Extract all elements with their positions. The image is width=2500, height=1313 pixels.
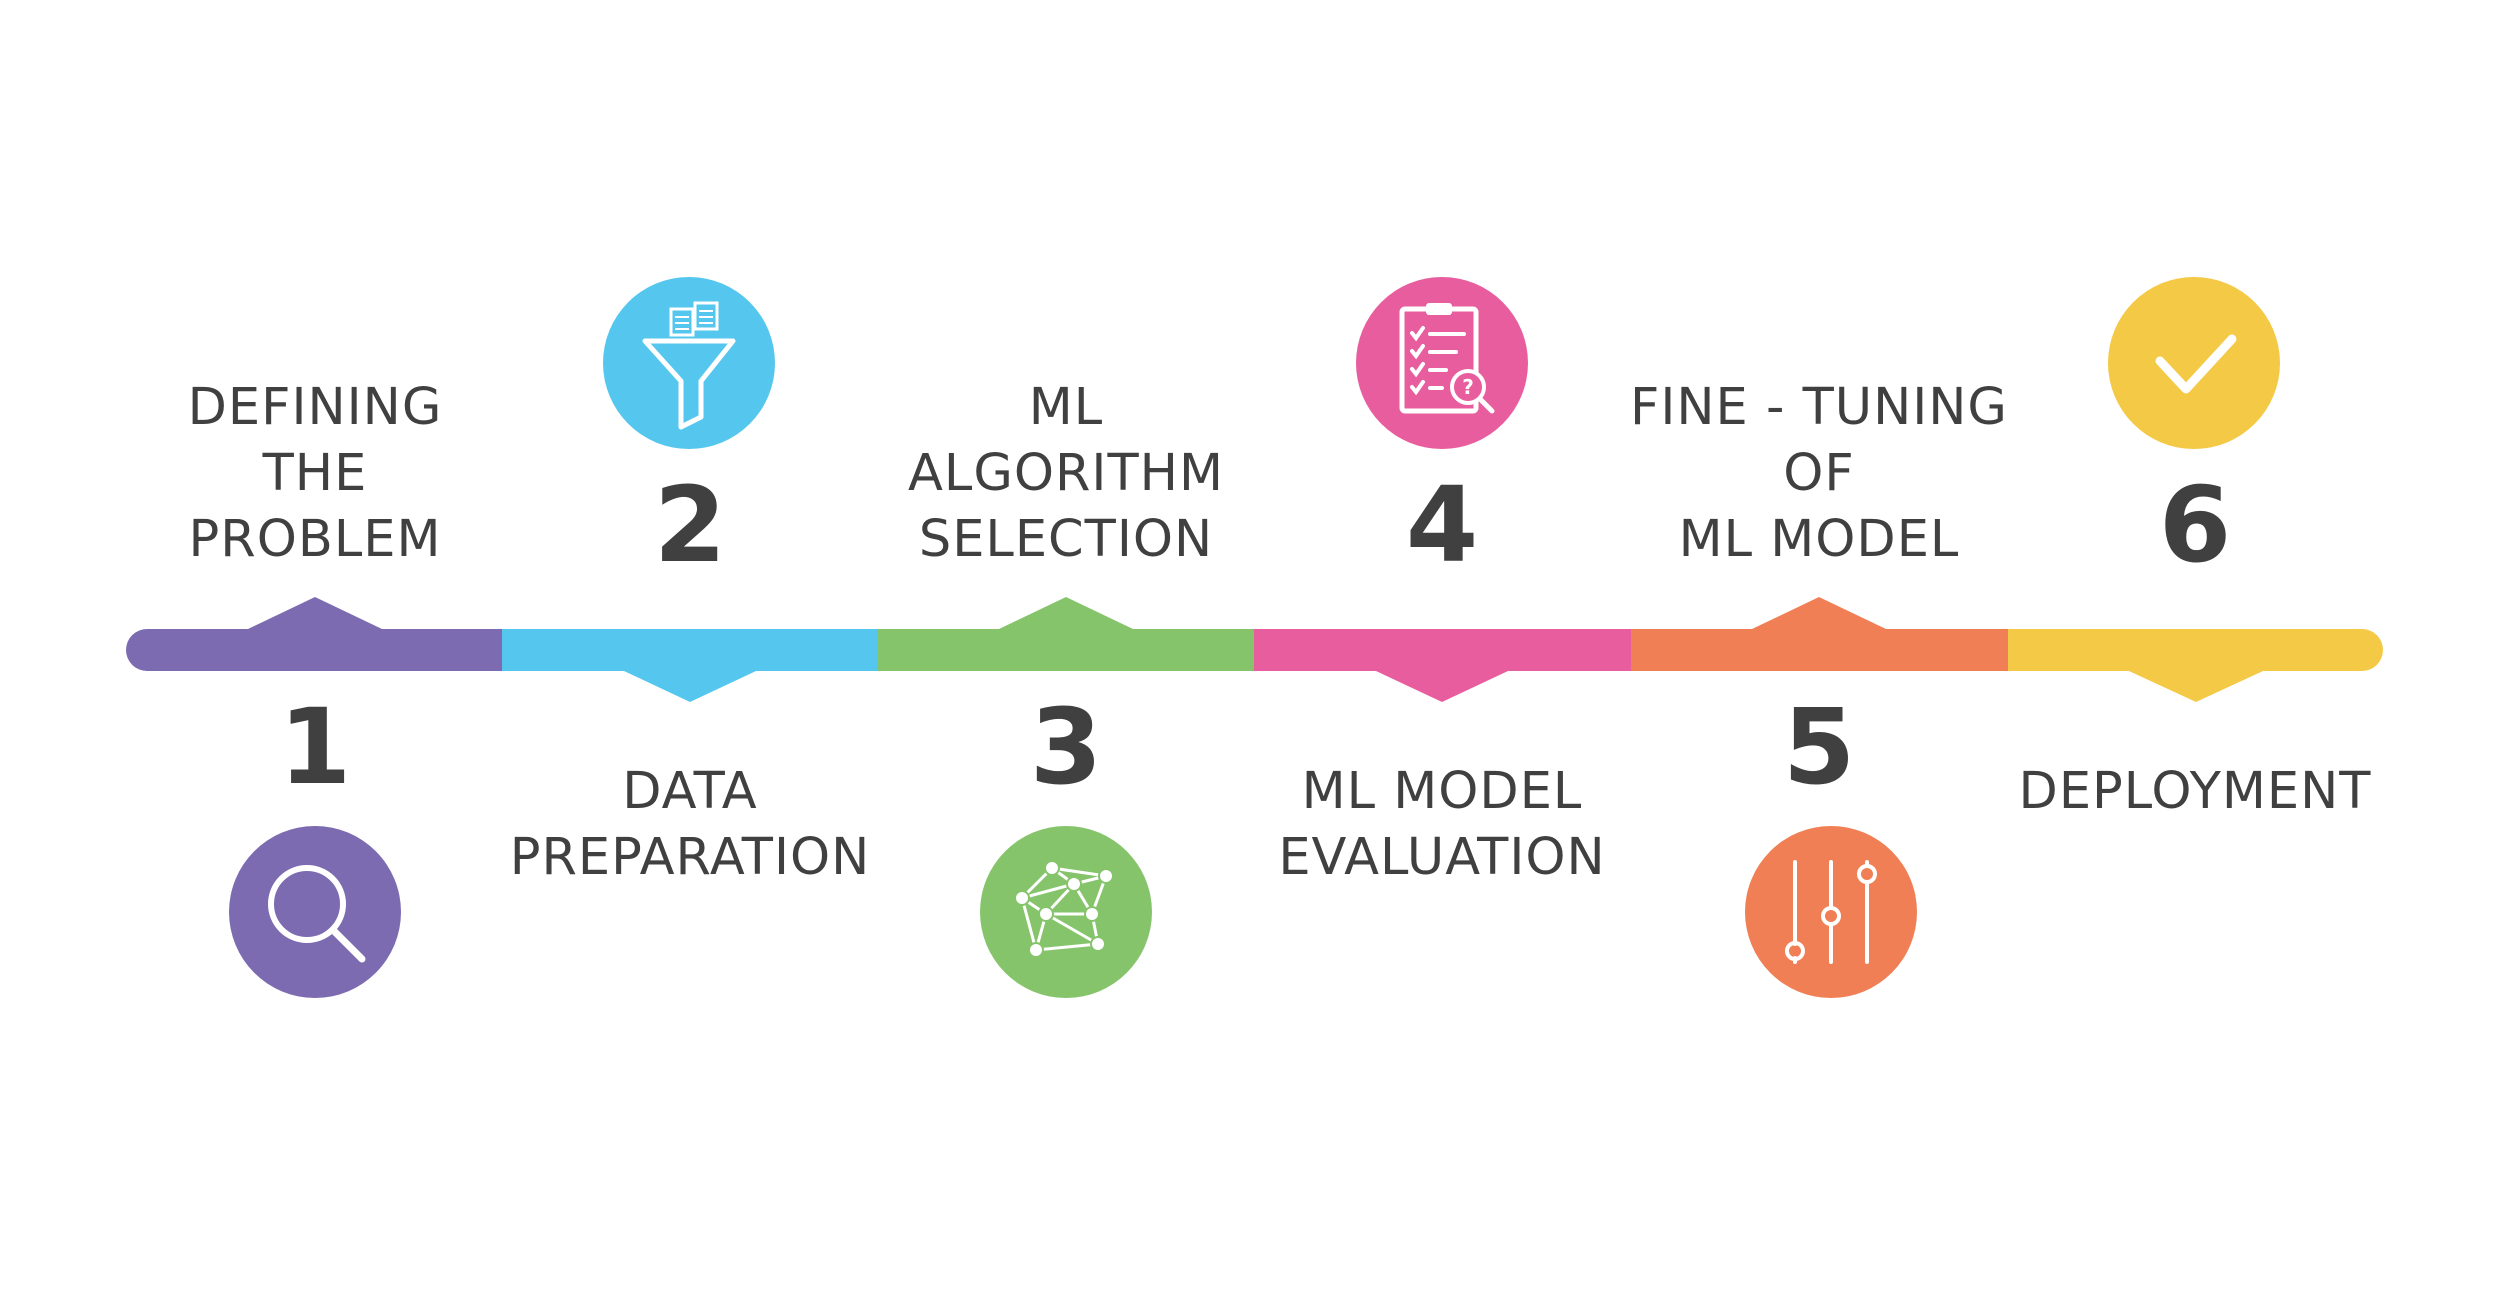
segment-6 bbox=[2008, 629, 2383, 702]
sliders-icon bbox=[1785, 860, 1877, 964]
step-1-label: DEFINING THE PROBLEM bbox=[187, 378, 443, 569]
segment-4 bbox=[1254, 629, 1631, 702]
step-2-number: 2 bbox=[653, 464, 727, 586]
clipboard-checklist-icon: ? bbox=[1399, 303, 1495, 414]
step-4-circle: ? bbox=[1356, 277, 1528, 449]
step-3-label: ML ALGORITHM SELECTION bbox=[908, 378, 1224, 569]
step-6-number: 6 bbox=[2158, 464, 2232, 586]
step-6-label: DEPLOYMENT bbox=[2018, 762, 2372, 821]
step-2-circle bbox=[603, 277, 775, 449]
segment-5 bbox=[1631, 597, 2008, 671]
step-6-circle bbox=[2108, 277, 2280, 449]
step-5-label: FINE - TUNING OF ML MODEL bbox=[1630, 378, 2008, 569]
segment-2 bbox=[502, 629, 878, 702]
step-1-circle bbox=[229, 826, 401, 998]
magnifier-icon bbox=[268, 865, 366, 963]
segment-1 bbox=[126, 597, 502, 671]
step-4-label: ML MODEL EVALUATION bbox=[1278, 762, 1606, 887]
network-graph-icon bbox=[1014, 860, 1114, 958]
step-5-number: 5 bbox=[1782, 686, 1856, 808]
funnel-documents-icon bbox=[642, 301, 736, 430]
checkmark-icon bbox=[2155, 334, 2237, 394]
step-1-number: 1 bbox=[278, 686, 352, 808]
step-3-circle bbox=[980, 826, 1152, 998]
step-2-label: DATA PREPARATION bbox=[509, 762, 871, 887]
step-3-number: 3 bbox=[1029, 686, 1103, 808]
segment-3 bbox=[878, 597, 1254, 671]
svg-text:?: ? bbox=[1462, 375, 1474, 399]
step-5-circle bbox=[1745, 826, 1917, 998]
step-4-number: 4 bbox=[1405, 464, 1479, 586]
